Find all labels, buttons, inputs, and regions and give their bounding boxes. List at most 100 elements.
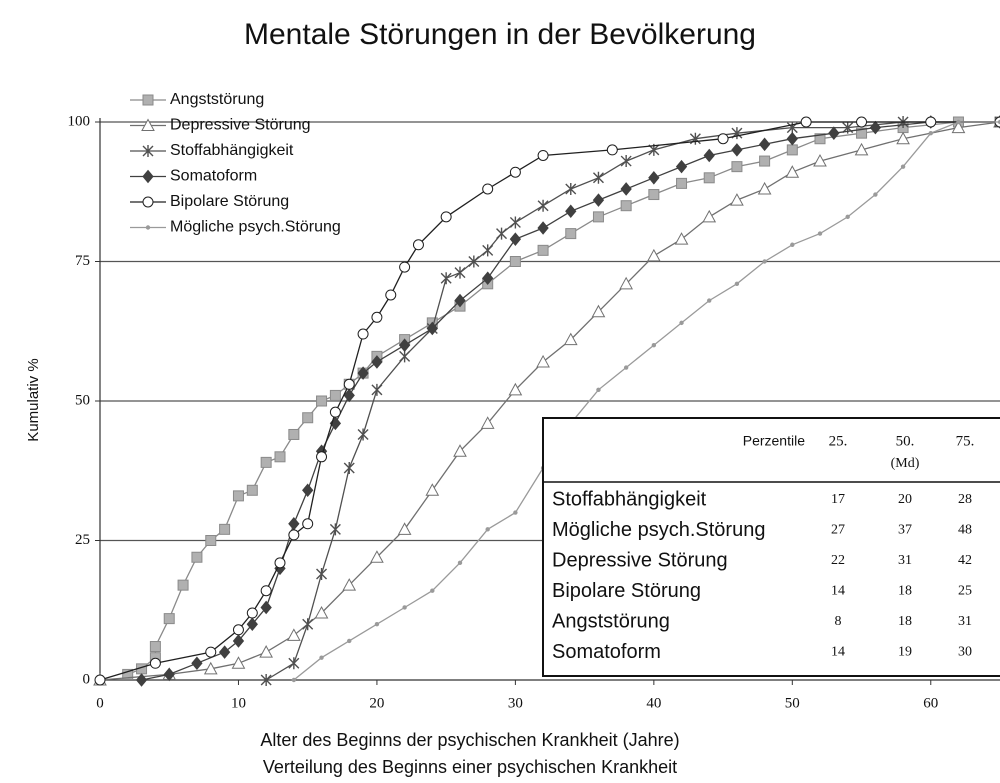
marker (288, 428, 300, 440)
table-row-label: Angststörung (552, 610, 670, 632)
marker (94, 674, 106, 686)
marker (145, 225, 151, 230)
marker (205, 535, 217, 546)
marker (142, 145, 154, 157)
marker (260, 674, 272, 686)
marker (149, 641, 161, 653)
marker (513, 510, 518, 515)
y-tick-label: 25 (75, 532, 90, 548)
marker (509, 166, 521, 178)
marker (232, 634, 245, 648)
marker (734, 281, 740, 287)
marker (370, 550, 384, 563)
marker (482, 183, 494, 195)
marker (357, 428, 369, 441)
table-cell: 22 (831, 553, 845, 568)
marker (430, 588, 435, 593)
marker (592, 211, 604, 223)
marker (537, 149, 549, 161)
table-cell: 19 (898, 645, 912, 660)
marker (302, 483, 314, 498)
marker (343, 388, 355, 403)
marker (592, 171, 604, 184)
chart-title: Mentale Störungen in der Bevölkerung (244, 18, 756, 51)
table-row-label: Somatoform (552, 641, 661, 663)
marker (676, 177, 688, 189)
marker (703, 172, 715, 184)
y-tick-label: 0 (83, 671, 91, 687)
marker (623, 365, 629, 370)
marker (287, 628, 301, 641)
marker (343, 461, 355, 474)
marker (854, 142, 869, 156)
marker (707, 298, 712, 303)
marker (205, 646, 217, 658)
marker (565, 228, 577, 240)
y-tick-label: 100 (68, 113, 91, 129)
marker (817, 231, 823, 236)
marker (928, 130, 933, 136)
marker (786, 131, 798, 146)
table-row-label: Mögliche psych.Störung (552, 519, 765, 541)
marker (453, 444, 467, 457)
marker (440, 272, 452, 285)
marker (731, 143, 743, 157)
marker (163, 667, 175, 682)
marker (482, 271, 494, 286)
marker (399, 350, 411, 363)
marker (316, 395, 328, 407)
marker (259, 645, 273, 658)
legend-label: Stoffabhängigkeit (170, 142, 294, 159)
marker (402, 605, 407, 610)
x-tick-label: 20 (369, 695, 384, 711)
marker (873, 192, 878, 197)
table-header: 50. (896, 433, 915, 449)
marker (596, 387, 601, 393)
marker (342, 578, 357, 591)
marker (800, 116, 812, 128)
marker (454, 266, 466, 279)
marker (219, 523, 231, 535)
marker (149, 657, 161, 669)
marker (398, 338, 411, 352)
marker (509, 232, 522, 246)
table-cell: 20 (898, 492, 912, 507)
marker (537, 221, 549, 235)
marker (679, 320, 684, 326)
marker (537, 244, 549, 256)
marker (371, 355, 383, 369)
table-cell: 18 (898, 614, 912, 629)
marker (786, 144, 798, 156)
table-row-label: Stoffabhängigkeit (552, 488, 707, 510)
marker (509, 216, 521, 229)
marker (246, 484, 258, 496)
marker (232, 624, 244, 636)
marker (620, 182, 632, 196)
series-line (141, 121, 1000, 681)
marker (620, 155, 632, 168)
marker (485, 527, 490, 532)
table-header: Perzentile (743, 433, 805, 449)
marker (508, 382, 523, 396)
table-cell: 14 (831, 645, 845, 660)
marker (606, 144, 618, 156)
x-tick-label: 40 (646, 695, 661, 711)
marker (329, 523, 341, 536)
marker (620, 200, 632, 212)
marker (274, 451, 286, 463)
marker (731, 161, 743, 173)
legend-label: Somatoform (170, 168, 257, 185)
marker (314, 605, 329, 619)
marker (757, 181, 772, 195)
marker (260, 600, 272, 615)
table-row-label: Depressive Störung (552, 549, 728, 571)
marker (426, 321, 438, 336)
marker (191, 656, 203, 671)
marker (440, 211, 452, 223)
marker (412, 239, 424, 251)
marker (246, 617, 258, 631)
marker (856, 116, 868, 128)
marker (231, 656, 246, 669)
marker (730, 193, 744, 206)
